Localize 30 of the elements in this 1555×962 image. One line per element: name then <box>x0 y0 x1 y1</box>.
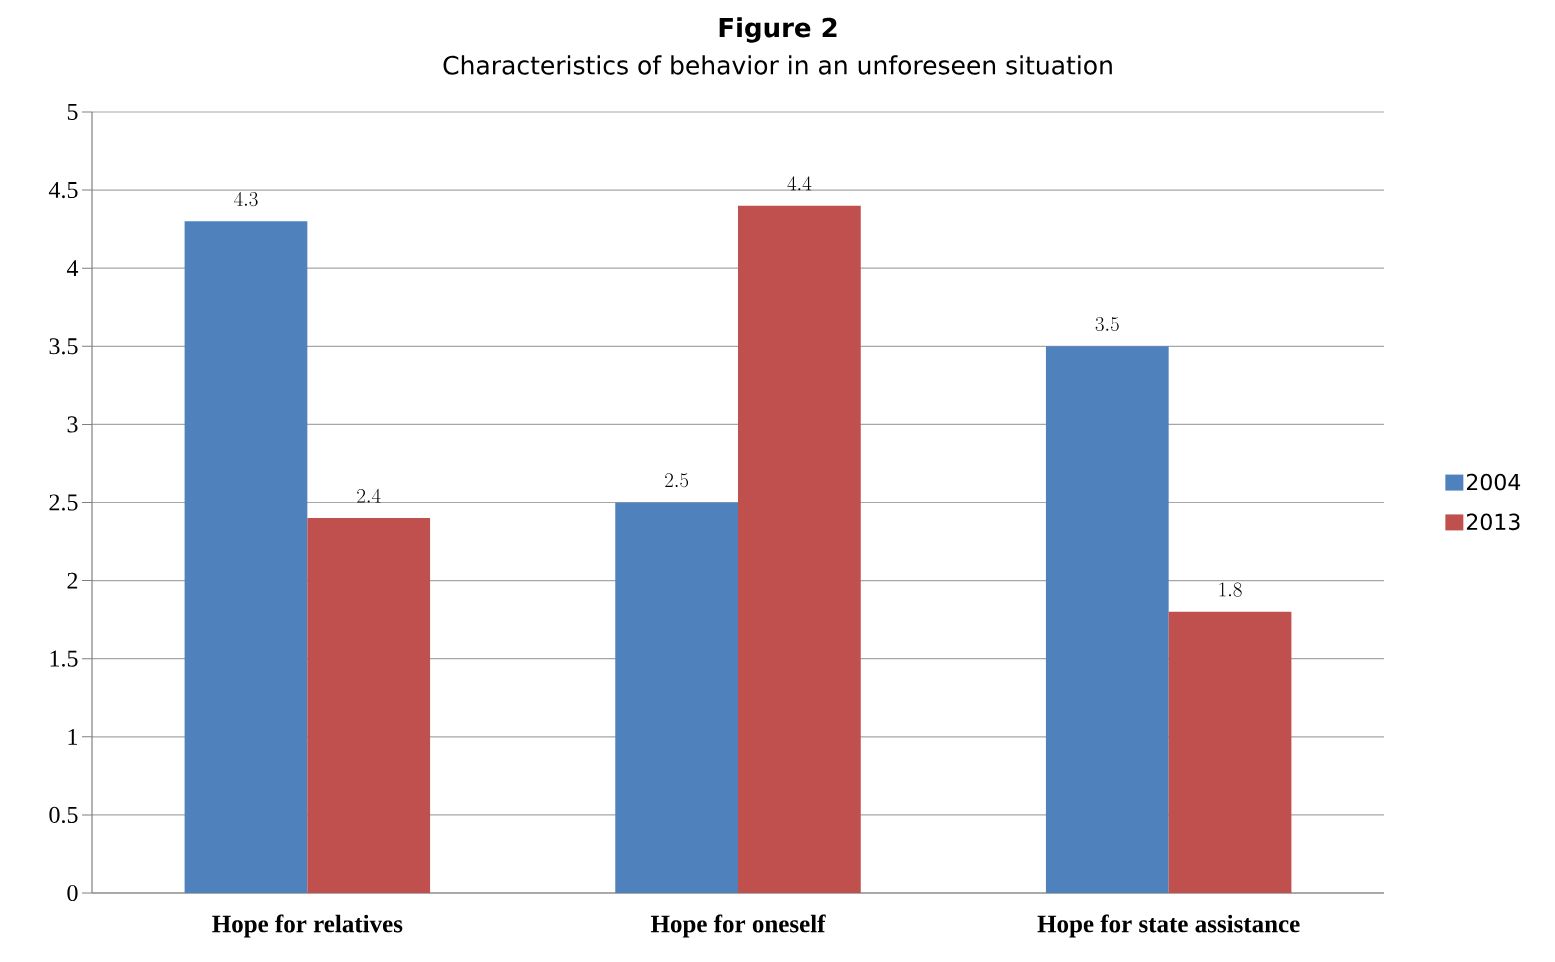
data-label: 4.3 <box>234 191 258 207</box>
data-label: 4.4 <box>787 176 812 191</box>
data-label: 2.5 <box>665 473 689 488</box>
y-tick-label: 1 <box>68 728 78 745</box>
bar <box>184 221 308 893</box>
y-tick-label: 3 <box>67 416 78 433</box>
y-tick-label: 0 <box>67 884 78 902</box>
bar <box>307 518 431 893</box>
legend-label: 2004 <box>1466 473 1521 491</box>
y-tick-label: 4.5 <box>48 182 78 199</box>
bar <box>615 502 738 893</box>
data-label: 1 .8 <box>1219 582 1242 597</box>
y-tick-label: 4 <box>66 260 79 277</box>
bar <box>1168 611 1292 893</box>
y-tick-label: 3.5 <box>49 338 78 355</box>
x-tick-label: Hope for state assistance <box>1037 914 1300 938</box>
data-label: 3.5 <box>1095 317 1119 332</box>
y-tick-label: 5 <box>67 104 78 120</box>
chart-subtitle: Characteristics of behavior in an unforeseen situation <box>443 55 1112 75</box>
chart-title: Figure 2 <box>719 17 837 43</box>
data-label: 2.4 <box>357 488 381 503</box>
y-tick-label: 2 <box>67 572 78 589</box>
y-tick-label: 1.5 <box>50 650 78 667</box>
bar <box>738 205 861 893</box>
y-tick-label: 0.5 <box>49 806 78 824</box>
y-tick-label: 2.5 <box>49 494 78 511</box>
x-tick-label: Hope for oneself <box>650 914 826 938</box>
legend-label: 2013 <box>1466 513 1520 531</box>
x-tick-label: Hope for relatives <box>212 914 403 938</box>
bar <box>1045 346 1169 893</box>
